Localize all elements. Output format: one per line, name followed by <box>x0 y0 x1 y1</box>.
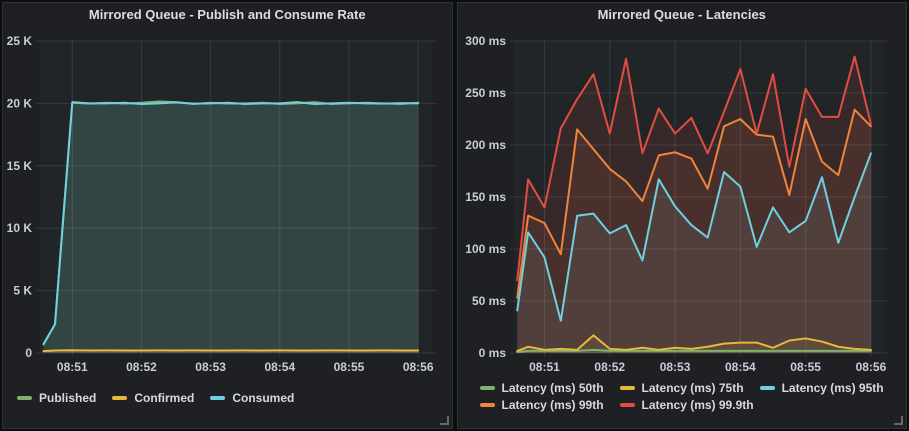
x-tick-label: 08:51 <box>529 360 560 374</box>
y-tick-label: 300 ms <box>465 34 506 48</box>
legend-item[interactable]: Published <box>17 391 96 405</box>
legend-series-swatch <box>619 386 635 390</box>
legend-series-swatch <box>479 386 495 390</box>
panel-resize-handle[interactable] <box>439 416 449 425</box>
series-fill-published <box>43 101 419 353</box>
panel-latencies: Mirrored Queue - Latencies 0 ms 50 ms 100 … <box>456 2 907 429</box>
legend-series-swatch <box>17 396 32 400</box>
panel-title[interactable]: Mirrored Queue - Publish and Consume Rat… <box>88 7 366 22</box>
panel-title[interactable]: Mirrored Queue - Latencies <box>597 7 766 22</box>
legend-item[interactable]: Consumed <box>210 391 294 405</box>
panel-resize-handle[interactable] <box>894 416 903 425</box>
legend-series-swatch <box>112 396 128 400</box>
y-tick-label: 0 ms <box>478 346 506 360</box>
x-tick-label: 08:55 <box>334 360 365 374</box>
legend-item[interactable]: Latency (ms) 99th <box>479 398 604 412</box>
latency-chart[interactable]: 0 ms 50 ms 100 ms 150 ms 200 ms 250 ms 300 ms 0… <box>458 27 907 379</box>
x-tick-label: 08:53 <box>195 360 226 374</box>
legend-item[interactable]: Confirmed <box>112 391 194 405</box>
panel-publish-consume-rate: Mirrored Queue - Publish and Consume Rat… <box>2 2 453 429</box>
y-tick-label: 150 ms <box>465 190 506 204</box>
legend-series-label: Consumed <box>232 391 295 405</box>
series-line-latency-ms-99th[interactable] <box>515 108 872 299</box>
plot-area <box>40 41 432 353</box>
y-tick-label: 15 K <box>7 159 33 173</box>
legend-series-swatch <box>479 403 495 407</box>
series-line-confirmed[interactable] <box>42 349 420 353</box>
legend-series-label: Latency (ms) 50th <box>501 381 604 395</box>
legend-series-label: Confirmed <box>134 391 195 405</box>
y-tick-label: 250 ms <box>465 86 506 100</box>
latency-chart-legend: Latency (ms) 50th Latency (ms) 75th Latenc… <box>458 379 907 412</box>
x-tick-label: 08:56 <box>403 360 434 374</box>
x-tick-label: 08:51 <box>57 360 88 374</box>
x-tick-label: 08:52 <box>126 360 157 374</box>
legend-series-swatch <box>619 403 635 407</box>
x-tick-label: 08:54 <box>725 360 756 374</box>
rate-chart[interactable]: 0 5 K 10 K 15 K 20 K 25 K 08:51 08:52 08:53 08:54… <box>3 27 452 379</box>
legend-series-swatch <box>759 386 775 390</box>
series-line-latency-ms-75th[interactable] <box>515 334 872 352</box>
series-line-latency-ms-95th[interactable] <box>515 152 872 322</box>
series-fill-latency-ms-75th <box>516 335 871 353</box>
x-tick-label: 08:54 <box>264 360 295 374</box>
series-line-latency-ms-99-9th[interactable] <box>515 55 872 282</box>
legend-series-swatch <box>210 396 226 400</box>
y-tick-label: 5 K <box>13 284 32 298</box>
plot-area <box>513 41 884 353</box>
y-tick-label: 25 K <box>7 34 33 48</box>
legend-item[interactable]: Latency (ms) 95th <box>759 381 884 395</box>
series-line-latency-ms-50th[interactable] <box>515 348 872 353</box>
x-tick-label: 08:55 <box>790 360 821 374</box>
y-tick-label: 100 ms <box>465 242 506 256</box>
y-tick-label: 50 ms <box>471 294 505 308</box>
legend-series-label: Latency (ms) 75th <box>641 381 744 395</box>
x-tick-label: 08:56 <box>855 360 886 374</box>
legend-item[interactable]: Latency (ms) 99.9th <box>619 398 754 412</box>
x-tick-label: 08:53 <box>659 360 690 374</box>
rate-chart-legend: Published Confirmed Consumed <box>3 379 452 405</box>
legend-item[interactable]: Latency (ms) 50th <box>479 381 604 395</box>
y-tick-label: 0 <box>25 346 32 360</box>
legend-item[interactable]: Latency (ms) 75th <box>619 381 744 395</box>
x-tick-label: 08:52 <box>594 360 625 374</box>
series-fill-latency-ms-95th <box>516 153 871 353</box>
series-line-consumed[interactable] <box>42 101 420 346</box>
y-tick-label: 200 ms <box>465 138 506 152</box>
legend-series-label: Published <box>39 391 97 405</box>
y-tick-label: 20 K <box>7 96 33 110</box>
series-fill-latency-ms-99th <box>516 109 871 353</box>
series-fill-consumed <box>43 102 419 353</box>
legend-series-label: Latency (ms) 95th <box>781 381 884 395</box>
legend-series-label: Latency (ms) 99th <box>501 398 604 412</box>
y-tick-label: 10 K <box>7 221 33 235</box>
legend-series-label: Latency (ms) 99.9th <box>641 398 754 412</box>
